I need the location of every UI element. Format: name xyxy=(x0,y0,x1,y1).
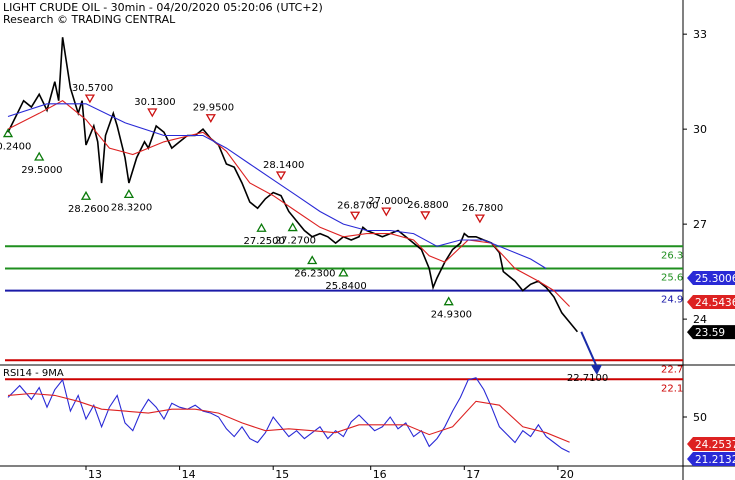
level-label: 24.9 xyxy=(661,295,683,306)
badge-label: 24.2537 xyxy=(695,439,735,451)
marker-label: 28.3200 xyxy=(111,202,152,213)
rsi-value-badge-rsi: 21.2132 xyxy=(687,452,735,466)
value-badge-price: 23.59 xyxy=(687,325,735,340)
y-tick-label: 33 xyxy=(693,28,707,41)
marker-label: 26.7800 xyxy=(462,203,503,214)
level-label: 22.1 xyxy=(661,383,683,394)
triangle-up-icon xyxy=(443,296,454,306)
triangle-up-icon xyxy=(256,222,267,232)
support-marker: 30.2400 xyxy=(0,128,31,153)
rsi-y-tick-label: 50 xyxy=(693,411,707,424)
triangle-down-icon xyxy=(349,211,361,221)
marker-label: 26.8800 xyxy=(407,200,448,211)
level-label: 25.6 xyxy=(661,272,683,283)
y-tick-label: 30 xyxy=(693,123,707,136)
resistance-marker: 30.5700 xyxy=(72,83,113,104)
forecast-arrow-line xyxy=(580,331,598,368)
support-marker: 28.3200 xyxy=(111,189,152,213)
badge-label: 23.59 xyxy=(695,327,725,339)
support-marker: 28.2600 xyxy=(68,190,109,215)
marker-label: 25.8400 xyxy=(325,281,366,292)
level-label: 26.3 xyxy=(661,250,683,261)
support-marker: 26.2300 xyxy=(294,255,336,280)
marker-label: 30.2400 xyxy=(0,142,31,153)
marker-label: 24.9300 xyxy=(431,310,472,321)
rsi-panel-title: RSI14 - 9MA xyxy=(3,368,64,379)
badge-label: 24.5436 xyxy=(695,297,735,309)
x-tick-label: 20 xyxy=(560,468,574,480)
series-slow_ma xyxy=(7,103,547,269)
x-tick-label: 16 xyxy=(373,468,387,480)
badge-label: 21.2132 xyxy=(695,454,735,466)
marker-label: 29.9500 xyxy=(193,103,234,114)
resistance-marker: 30.1300 xyxy=(134,97,176,118)
support-marker: 27.2500 xyxy=(244,222,285,247)
triangle-up-icon xyxy=(80,190,92,200)
support-marker: 24.9300 xyxy=(431,296,472,321)
triangle-down-icon xyxy=(420,211,431,221)
level-label: 22.7 xyxy=(661,364,683,375)
triangle-down-icon xyxy=(147,108,158,118)
value-badge-slow_ma: 25.3006 xyxy=(687,270,735,285)
chart-title: LIGHT CRUDE OIL - 30min - 04/20/2020 05:… xyxy=(3,1,323,14)
support-marker: 25.8400 xyxy=(325,267,367,292)
triangle-up-icon xyxy=(123,189,135,198)
forecast-arrow-head-icon xyxy=(590,364,602,375)
rsi-value-badge-rsi_ma: 24.2537 xyxy=(687,437,735,451)
marker-label: 27.2700 xyxy=(275,236,316,247)
x-tick-label: 15 xyxy=(275,468,289,480)
value-badge-fast_ma: 24.5436 xyxy=(687,295,735,310)
rsi-series-rsi xyxy=(7,377,570,453)
marker-label: 27.0000 xyxy=(368,196,409,207)
resistance-marker: 26.8700 xyxy=(337,200,378,221)
marker-label: 26.8700 xyxy=(337,200,378,211)
resistance-marker: 26.7800 xyxy=(462,203,503,224)
badge-shape xyxy=(687,270,735,285)
triangle-up-icon xyxy=(2,128,14,138)
marker-label: 28.1400 xyxy=(263,160,304,171)
y-tick-label: 27 xyxy=(693,218,707,231)
marker-label: 26.2300 xyxy=(294,269,335,280)
x-tick-label: 14 xyxy=(182,468,196,480)
support-marker: 27.2700 xyxy=(275,222,316,247)
triangle-down-icon xyxy=(381,207,392,217)
badge-shape xyxy=(687,325,735,340)
badge-shape xyxy=(687,452,735,466)
rsi-series-rsi_ma xyxy=(7,392,570,443)
triangle-up-icon xyxy=(338,267,349,277)
marker-label: 27.2500 xyxy=(244,236,285,247)
resistance-marker: 29.9500 xyxy=(193,103,234,124)
marker-label: 29.5000 xyxy=(21,165,62,176)
badge-label: 25.3006 xyxy=(695,273,735,285)
badge-shape xyxy=(687,437,735,451)
resistance-marker: 28.1400 xyxy=(263,160,304,181)
triangle-down-icon xyxy=(84,94,96,104)
triangle-down-icon xyxy=(275,171,287,181)
x-tick-label: 13 xyxy=(88,468,102,480)
triangle-up-icon xyxy=(307,255,318,265)
x-tick-label: 17 xyxy=(466,468,480,480)
badge-shape xyxy=(687,295,735,310)
support-marker: 29.5000 xyxy=(21,151,63,176)
y-tick-label: 24 xyxy=(693,313,707,326)
resistance-marker: 26.8800 xyxy=(407,200,449,221)
series-price xyxy=(7,37,579,333)
triangle-down-icon xyxy=(474,214,486,224)
marker-label: 30.1300 xyxy=(134,97,175,108)
forecast-label: 22.7100 xyxy=(567,373,608,384)
triangle-down-icon xyxy=(205,114,216,124)
resistance-marker: 27.0000 xyxy=(368,196,410,217)
triangle-up-icon xyxy=(34,151,45,161)
marker-label: 30.5700 xyxy=(72,83,113,94)
chart-subtitle: Research © TRADING CENTRAL xyxy=(3,13,176,26)
marker-label: 28.2600 xyxy=(68,204,109,215)
triangle-up-icon xyxy=(287,222,298,232)
